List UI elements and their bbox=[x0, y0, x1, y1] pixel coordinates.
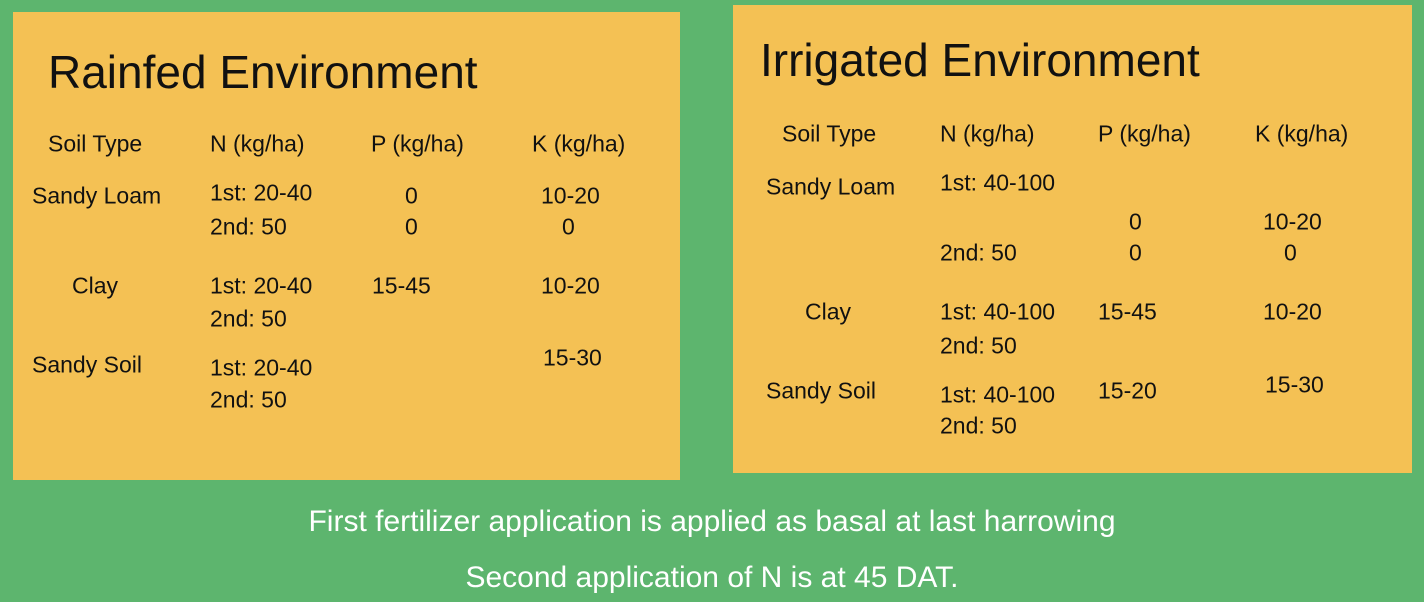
irrigated-p2: 0 bbox=[1129, 239, 1142, 266]
irrigated-n1: 1st: 40-100 bbox=[940, 169, 1056, 196]
irrigated-k2: 0 bbox=[1284, 239, 1297, 266]
irrigated-header-soil: Soil Type bbox=[782, 120, 877, 147]
rainfed-title: Rainfed Environment bbox=[48, 46, 478, 98]
rainfed-p2: 0 bbox=[405, 213, 418, 240]
rainfed-n1: 1st: 20-40 bbox=[210, 179, 313, 206]
irrigated-title: Irrigated Environment bbox=[760, 34, 1200, 86]
rainfed-soil: Sandy Soil bbox=[32, 351, 142, 378]
rainfed-k1: 10-20 bbox=[541, 272, 600, 299]
irrigated-k1: 10-20 bbox=[1263, 298, 1322, 325]
rainfed-n1: 1st: 20-40 bbox=[210, 272, 313, 299]
irrigated-header-p: P (kg/ha) bbox=[1098, 120, 1191, 147]
irrigated-n1: 1st: 40-100 bbox=[940, 298, 1056, 325]
irrigated-soil: Sandy Loam bbox=[766, 173, 896, 200]
irrigated-p1: 15-45 bbox=[1098, 298, 1157, 325]
irrigated-k1: 10-20 bbox=[1263, 208, 1322, 235]
rainfed-header-k: K (kg/ha) bbox=[532, 130, 626, 157]
rainfed-n2: 2nd: 50 bbox=[210, 213, 287, 240]
rainfed-soil: Sandy Loam bbox=[32, 182, 162, 209]
rainfed-header-p: P (kg/ha) bbox=[371, 130, 464, 157]
rainfed-n1: 1st: 20-40 bbox=[210, 354, 313, 381]
rainfed-k1: 15-30 bbox=[543, 344, 602, 371]
rainfed-panel bbox=[13, 12, 680, 480]
irrigated-header-n: N (kg/ha) bbox=[940, 120, 1035, 147]
rainfed-p1: 15-45 bbox=[372, 272, 431, 299]
irrigated-panel bbox=[733, 5, 1412, 473]
irrigated-n2: 2nd: 50 bbox=[940, 239, 1017, 266]
irrigated-soil: Clay bbox=[805, 298, 852, 325]
irrigated-header-k: K (kg/ha) bbox=[1255, 120, 1349, 147]
irrigated-k1: 15-30 bbox=[1265, 371, 1324, 398]
rainfed-header-n: N (kg/ha) bbox=[210, 130, 305, 157]
rainfed-header-soil: Soil Type bbox=[48, 130, 143, 157]
rainfed-p1: 0 bbox=[405, 182, 418, 209]
irrigated-n2: 2nd: 50 bbox=[940, 412, 1017, 439]
footer-line-1: First fertilizer application is applied … bbox=[308, 505, 1116, 538]
rainfed-n2: 2nd: 50 bbox=[210, 305, 287, 332]
rainfed-n2: 2nd: 50 bbox=[210, 386, 287, 413]
rainfed-soil: Clay bbox=[72, 272, 119, 299]
irrigated-n2: 2nd: 50 bbox=[940, 332, 1017, 359]
irrigated-n1: 1st: 40-100 bbox=[940, 381, 1056, 408]
irrigated-p1: 0 bbox=[1129, 208, 1142, 235]
footer-line-2: Second application of N is at 45 DAT. bbox=[465, 561, 959, 594]
rainfed-k1: 10-20 bbox=[541, 182, 600, 209]
irrigated-soil: Sandy Soil bbox=[766, 377, 876, 404]
irrigated-p1: 15-20 bbox=[1098, 377, 1157, 404]
rainfed-k2: 0 bbox=[562, 213, 575, 240]
